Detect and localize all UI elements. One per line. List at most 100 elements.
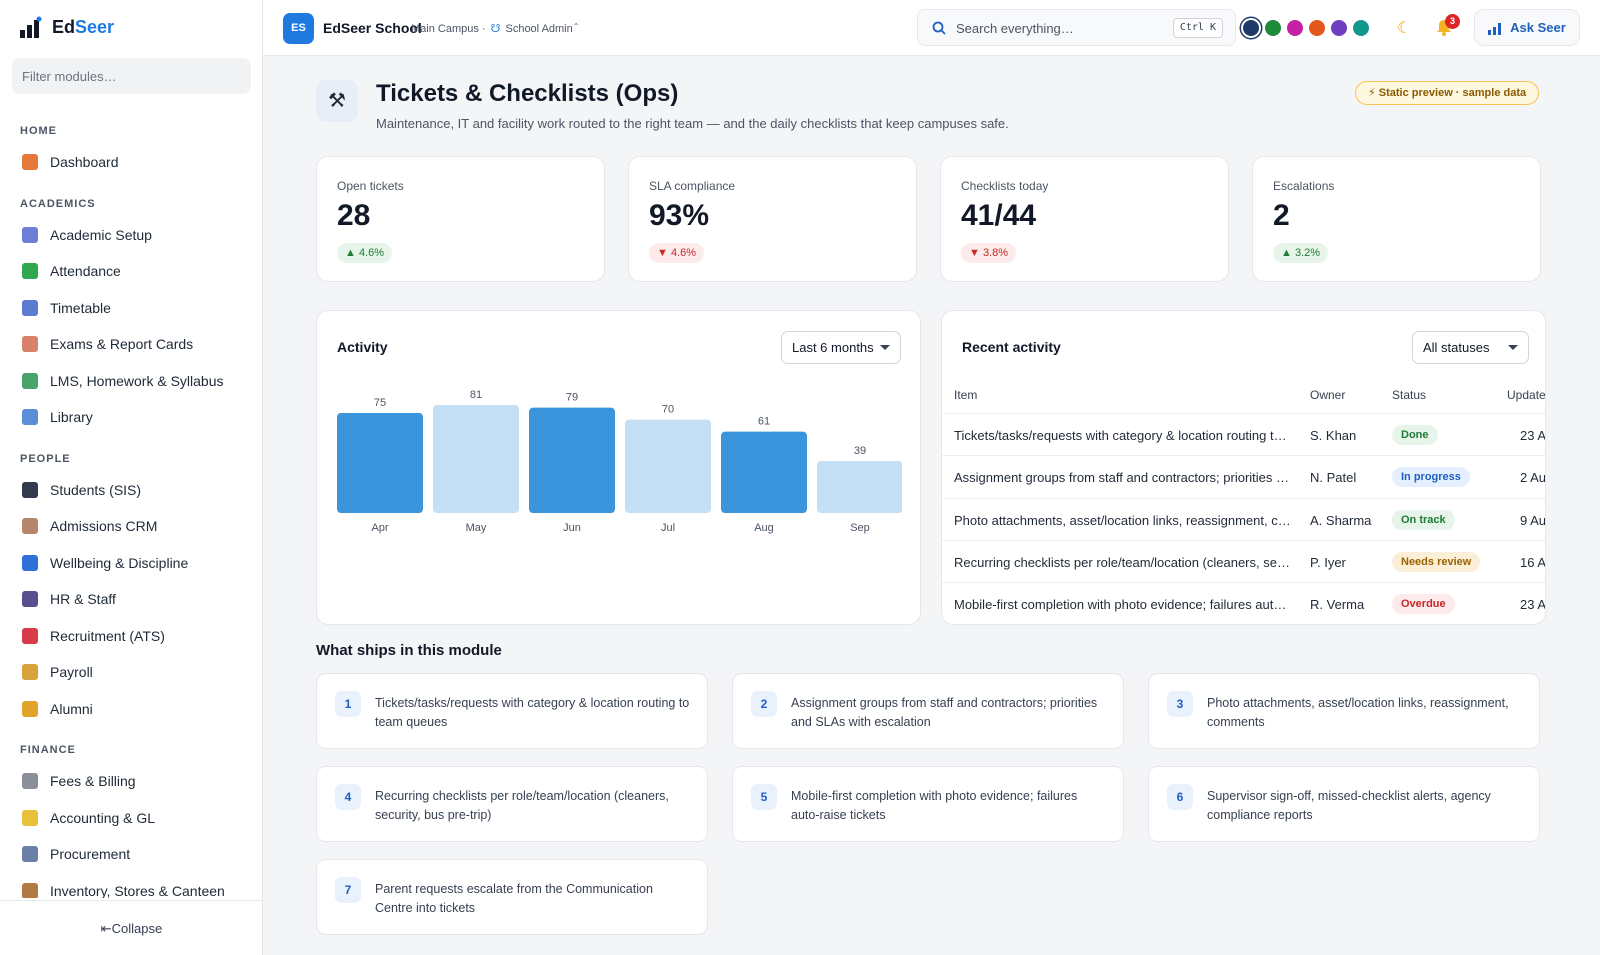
sidebar-item-label: Academic Setup: [50, 226, 152, 243]
kpi-change-badge: ▼ 4.6%: [649, 243, 705, 263]
sidebar-item-attendance[interactable]: Attendance: [0, 253, 263, 290]
school-avatar: ES: [283, 13, 314, 44]
theme-swatch[interactable]: [1331, 20, 1347, 36]
table-row[interactable]: Mobile-first completion with photo evide…: [942, 582, 1546, 624]
kpi-label: Escalations: [1273, 179, 1335, 193]
logo-icon: [20, 16, 42, 38]
tools-icon: ⚒: [316, 80, 358, 122]
box-icon: [22, 882, 38, 898]
x-tick-label: Sep: [850, 522, 870, 534]
feature-text: Parent requests escalate from the Commun…: [375, 882, 653, 915]
collapse-button[interactable]: ⇤Collapse: [0, 900, 263, 955]
people-icon: [22, 591, 38, 608]
row-owner: N. Patel: [1310, 470, 1357, 486]
sidebar-item-academic-setup[interactable]: Academic Setup: [0, 217, 263, 254]
range-value: Last 6 months: [792, 340, 874, 355]
sidebar-item-lms-homework-syllabus[interactable]: LMS, Homework & Syllabus: [0, 363, 263, 400]
kpi-card: Open tickets 28 ▲ 4.6%: [316, 156, 605, 282]
sidebar-item-alumni[interactable]: Alumni: [0, 691, 263, 728]
row-updated: 2 Aug: [1520, 470, 1546, 486]
moon-icon[interactable]: ☾: [1397, 20, 1412, 37]
sidebar-item-wellbeing-discipline[interactable]: Wellbeing & Discipline: [0, 545, 263, 582]
sidebar-item-label: Accounting & GL: [50, 809, 156, 826]
global-search[interactable]: Search everything… Ctrl K: [917, 9, 1236, 46]
row-updated: 9 Aug: [1520, 512, 1546, 528]
sidebar-item-exams-report-cards[interactable]: Exams & Report Cards: [0, 326, 263, 363]
nav-section-title: HOME: [20, 125, 57, 137]
sidebar-item-library[interactable]: Library: [0, 399, 263, 436]
table-header[interactable]: Updated: [1507, 388, 1546, 402]
house-icon: [22, 154, 38, 171]
chart-bar[interactable]: [817, 461, 902, 513]
ask-seer-button[interactable]: Ask Seer: [1474, 9, 1580, 46]
row-owner: A. Sharma: [1310, 512, 1372, 528]
kpi-card: Checklists today 41/44 ▼ 3.8%: [940, 156, 1229, 282]
row-updated: 23 Aug: [1520, 597, 1546, 613]
sidebar-item-admissions-crm[interactable]: Admissions CRM: [0, 508, 263, 545]
sidebar-item-accounting-gl[interactable]: Accounting & GL: [0, 800, 263, 837]
feature-number: 4: [335, 784, 361, 810]
books-icon: [22, 372, 38, 389]
kpi-label: Open tickets: [337, 179, 404, 193]
chevron-down-icon: [1508, 345, 1518, 350]
table-row[interactable]: Tickets/tasks/requests with category & l…: [942, 413, 1546, 456]
page-title: Tickets & Checklists (Ops): [376, 80, 679, 107]
sidebar-item-label: Attendance: [50, 263, 121, 280]
sidebar-item-dashboard[interactable]: Dashboard: [0, 144, 263, 181]
campus-role-switcher[interactable]: Main Campus · ☋ School Admin⌃: [411, 22, 579, 35]
table-header[interactable]: Status: [1392, 388, 1427, 402]
theme-swatch[interactable]: [1309, 20, 1325, 36]
recent-activity-title: Recent activity: [962, 339, 1061, 355]
theme-swatch[interactable]: [1265, 20, 1281, 36]
row-updated: 23 Aug: [1520, 428, 1546, 443]
sidebar-item-payroll[interactable]: Payroll: [0, 654, 263, 691]
sidebar-item-timetable[interactable]: Timetable: [0, 290, 263, 327]
sidebar-item-label: Dashboard: [50, 154, 119, 171]
filter-modules-input[interactable]: [12, 58, 251, 94]
x-tick-label: Jun: [563, 522, 581, 534]
sidebar-item-recruitment-ats[interactable]: Recruitment (ATS): [0, 618, 263, 655]
notification-badge: 3: [1445, 14, 1460, 29]
theme-swatch[interactable]: [1287, 20, 1303, 36]
row-item: Recurring checklists per role/team/locat…: [954, 554, 1292, 570]
sidebar-item-label: Admissions CRM: [50, 518, 158, 535]
campus-label: Main Campus ·: [411, 23, 486, 35]
brand-name: EdSeer: [52, 16, 115, 37]
sidebar-item-fees-billing[interactable]: Fees & Billing: [0, 763, 263, 800]
row-owner: R. Verma: [1310, 597, 1365, 613]
nav-section-title: ACADEMICS: [20, 197, 96, 210]
table-row[interactable]: Photo attachments, asset/location links,…: [942, 497, 1546, 541]
ledger-icon: [22, 809, 38, 826]
receipt-icon: [22, 773, 38, 790]
theme-swatch[interactable]: [1353, 20, 1369, 36]
open-book-icon: [22, 409, 38, 426]
sidebar-item-inventory-stores-canteen[interactable]: Inventory, Stores & Canteen: [0, 873, 263, 898]
theme-swatch[interactable]: [1243, 20, 1259, 36]
activity-title: Activity: [337, 339, 388, 355]
feature-number: 5: [751, 784, 777, 810]
table-header[interactable]: Owner: [1310, 388, 1346, 402]
row-item: Mobile-first completion with photo evide…: [954, 597, 1292, 613]
chart-bar[interactable]: [433, 405, 519, 513]
chart-bar[interactable]: [337, 413, 423, 513]
range-select[interactable]: Last 6 months: [781, 331, 901, 364]
feature-number: 2: [751, 691, 777, 717]
chart-bar[interactable]: [721, 431, 807, 513]
brand[interactable]: EdSeer: [20, 16, 114, 38]
table-row[interactable]: Recurring checklists per role/team/locat…: [942, 539, 1545, 583]
feature-card: 5 Mobile-first completion with photo evid…: [732, 766, 1124, 842]
status-filter-select[interactable]: All statuses: [1412, 331, 1529, 364]
school-name[interactable]: EdSeer School: [323, 20, 422, 36]
chart-bar[interactable]: [625, 419, 711, 513]
table-header[interactable]: Item: [954, 388, 978, 402]
medal-icon: [22, 700, 38, 717]
sidebar-item-procurement[interactable]: Procurement: [0, 836, 263, 873]
sidebar-item-label: Inventory, Stores & Canteen: [50, 882, 225, 898]
chart-bar[interactable]: [529, 407, 615, 513]
kpi-label: Checklists today: [961, 179, 1049, 193]
table-row[interactable]: Assignment groups from staff and contrac…: [942, 455, 1546, 498]
kpi-card: Escalations 2 ▲ 3.2%: [1252, 156, 1541, 282]
sidebar-item-students-sis[interactable]: Students (SIS): [0, 472, 263, 509]
page-subtitle: Maintenance, IT and facility work routed…: [376, 116, 1009, 131]
sidebar-item-hr-staff[interactable]: HR & Staff: [0, 581, 263, 618]
